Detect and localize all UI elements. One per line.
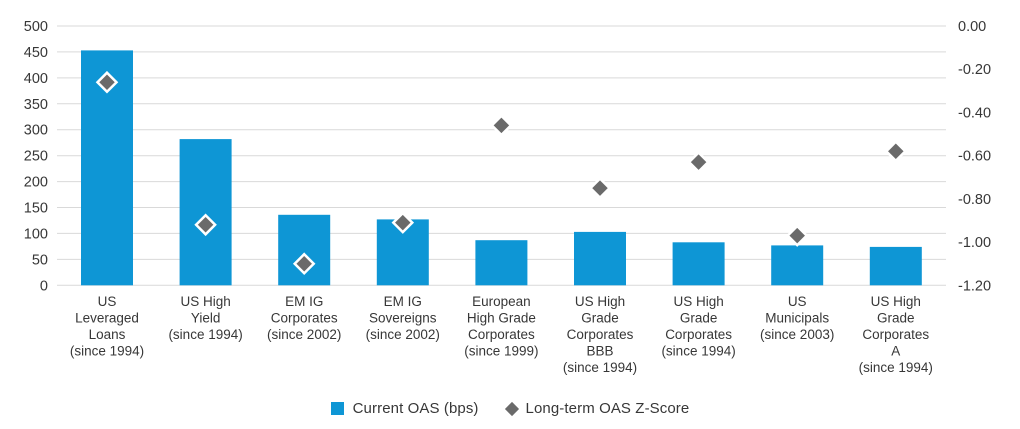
diamond-marker-zscore bbox=[194, 213, 217, 237]
left-axis-tick-label: 50 bbox=[32, 252, 48, 268]
category-label: BBB bbox=[586, 344, 613, 359]
legend-item-zscore: Long-term OAS Z-Score bbox=[504, 400, 690, 417]
category-label: US bbox=[98, 294, 117, 309]
category-label: Grade bbox=[581, 311, 619, 326]
category-label: Corporates bbox=[567, 327, 634, 342]
category-label: A bbox=[891, 344, 900, 359]
category-label: EM IG bbox=[384, 294, 422, 309]
category-label: Yield bbox=[191, 311, 221, 326]
right-axis-tick-label: -1.20 bbox=[958, 278, 991, 294]
right-axis-tick-label: -0.60 bbox=[958, 149, 991, 165]
bar-swatch-icon bbox=[330, 402, 344, 415]
category-label: US High bbox=[871, 294, 921, 309]
right-axis-tick-label: -0.80 bbox=[958, 192, 991, 208]
diamond-marker-zscore bbox=[588, 176, 612, 200]
category-label: Corporates bbox=[468, 327, 535, 342]
category-label: Municipals bbox=[765, 311, 829, 326]
category-label: (since 1994) bbox=[859, 360, 933, 375]
diamond-marker-zscore bbox=[785, 224, 809, 247]
category-label: Corporates bbox=[862, 327, 929, 342]
left-axis-tick-label: 400 bbox=[24, 71, 48, 87]
category-label: Leveraged bbox=[75, 311, 139, 326]
diamond-marker-zscore bbox=[884, 140, 908, 163]
category-label: US High bbox=[575, 294, 625, 309]
category-label: (since 2002) bbox=[366, 327, 440, 342]
diamond-marker-zscore bbox=[490, 114, 513, 137]
bar-current-oas bbox=[869, 246, 922, 286]
right-axis-tick-label: 0.00 bbox=[958, 19, 986, 35]
diamond-marker-zscore bbox=[391, 211, 415, 234]
category-label: (since 1994) bbox=[168, 327, 242, 342]
diamond-marker-zscore bbox=[292, 252, 316, 275]
bar-current-oas bbox=[574, 231, 626, 286]
bar-current-oas bbox=[179, 139, 232, 286]
oas-combo-chart: 5004504003503002502001501005000.00-0.20-… bbox=[24, 19, 991, 375]
category-label: (since 2002) bbox=[267, 327, 341, 342]
left-axis-tick-label: 450 bbox=[24, 45, 48, 61]
legend-label-zscore: Long-term OAS Z-Score bbox=[525, 400, 690, 417]
category-label: (since 1994) bbox=[563, 360, 637, 375]
bar-current-oas bbox=[475, 240, 528, 286]
category-label: European bbox=[472, 294, 531, 309]
left-axis-tick-label: 350 bbox=[24, 97, 48, 113]
left-axis-tick-label: 300 bbox=[24, 123, 48, 139]
category-label: Grade bbox=[877, 311, 915, 326]
diamond-swatch-icon bbox=[504, 401, 519, 416]
category-label: US High bbox=[180, 294, 230, 309]
left-axis-tick-label: 0 bbox=[40, 278, 48, 294]
category-label: US High bbox=[673, 294, 723, 309]
left-axis-tick-label: 200 bbox=[24, 175, 48, 191]
category-label: High Grade bbox=[467, 311, 536, 326]
category-label: US bbox=[788, 294, 807, 309]
category-label: Grade bbox=[680, 311, 718, 326]
legend-label-current-oas: Current OAS (bps) bbox=[352, 400, 479, 417]
chart-legend: Current OAS (bps) Long-term OAS Z-Score bbox=[0, 388, 1020, 429]
left-axis-tick-label: 150 bbox=[24, 201, 48, 217]
category-label: (since 1994) bbox=[70, 344, 144, 359]
right-axis-tick-label: -0.20 bbox=[958, 62, 991, 78]
category-label: (since 1994) bbox=[661, 344, 735, 359]
legend-item-current-oas: Current OAS (bps) bbox=[330, 400, 479, 417]
category-label: (since 2003) bbox=[760, 327, 834, 342]
category-label: Corporates bbox=[665, 327, 732, 342]
right-axis-tick-label: -0.40 bbox=[958, 105, 991, 121]
left-axis-tick-label: 100 bbox=[24, 226, 48, 242]
diamond-marker-zscore bbox=[687, 150, 710, 174]
right-axis-tick-label: -1.00 bbox=[958, 235, 991, 251]
left-axis-tick-label: 250 bbox=[24, 149, 48, 165]
diamond-marker-zscore bbox=[95, 70, 119, 94]
category-label: EM IG bbox=[285, 294, 323, 309]
bar-current-oas bbox=[771, 245, 824, 286]
category-label: (since 1999) bbox=[464, 344, 538, 359]
category-label: Loans bbox=[89, 327, 126, 342]
left-axis-tick-label: 500 bbox=[24, 19, 48, 35]
category-label: Sovereigns bbox=[369, 311, 437, 326]
bar-current-oas bbox=[672, 242, 725, 286]
category-label: Corporates bbox=[271, 311, 338, 326]
